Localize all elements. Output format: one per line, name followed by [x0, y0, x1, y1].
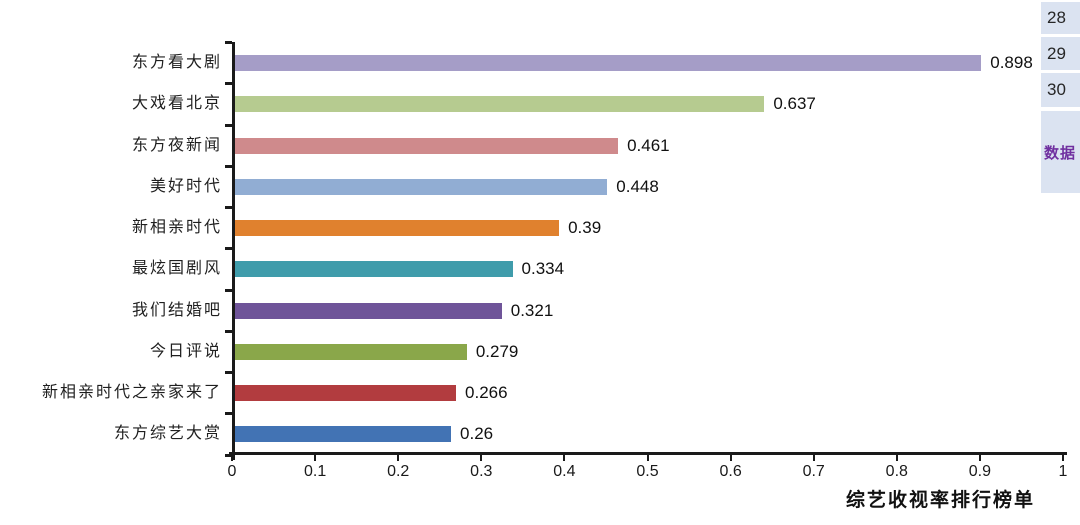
- value-label: 0.334: [521, 259, 565, 279]
- x-axis-tick: [563, 455, 566, 461]
- category-label: 美好时代: [149, 177, 222, 195]
- y-axis-tick: [225, 41, 232, 44]
- x-axis-tick: [480, 455, 483, 461]
- x-axis-tick: [1062, 455, 1064, 461]
- y-axis-tick: [225, 82, 232, 86]
- x-tick-label: 0.9: [968, 463, 992, 480]
- x-tick-label: 1: [1058, 463, 1068, 480]
- value-label: 0.26: [460, 424, 494, 444]
- spreadsheet-edge-panel: 28 29 30 数据: [1041, 0, 1080, 193]
- x-axis-tick: [978, 455, 981, 461]
- y-axis-tick: [225, 371, 232, 374]
- x-axis-tick: [231, 455, 233, 461]
- x-axis-tick: [314, 455, 317, 461]
- bar: [235, 55, 982, 72]
- x-axis-tick: [812, 455, 815, 461]
- bar: [235, 220, 560, 237]
- x-axis-title: 综艺收视率排行榜单: [845, 490, 1035, 511]
- x-tick-label: 0.7: [802, 463, 825, 480]
- x-axis-tick: [397, 455, 400, 461]
- category-label: 大戏看北京: [131, 95, 222, 113]
- spreadsheet-cell-row30[interactable]: 30: [1041, 73, 1080, 107]
- y-axis-tick: [225, 123, 232, 127]
- bar: [235, 302, 502, 319]
- y-axis-tick: [225, 412, 232, 416]
- category-label: 东方夜新闻: [131, 136, 222, 154]
- y-axis-tick: [225, 453, 232, 457]
- y-axis-tick: [225, 329, 232, 333]
- category-label: 新相亲时代之亲家来了: [41, 384, 222, 402]
- category-label: 东方看大剧: [131, 54, 222, 72]
- x-tick-label: 0.2: [387, 463, 410, 480]
- category-label: 我们结婚吧: [131, 301, 222, 319]
- value-label: 0.461: [627, 135, 670, 155]
- y-axis-tick: [225, 247, 232, 251]
- value-label: 0.898: [990, 53, 1033, 73]
- value-label: 0.637: [773, 94, 816, 114]
- bar: [235, 343, 467, 360]
- bar: [235, 96, 765, 113]
- bar: [235, 385, 457, 402]
- x-tick-label: 0.8: [885, 463, 908, 480]
- x-tick-label: 0.3: [470, 463, 493, 480]
- category-label: 新相亲时代: [131, 219, 222, 237]
- bar: [235, 426, 452, 443]
- x-tick-label: 0.5: [636, 463, 659, 480]
- category-label: 今日评说: [149, 342, 222, 360]
- y-axis-tick: [225, 164, 232, 168]
- value-label: 0.321: [510, 300, 554, 320]
- x-tick-label: 0.1: [303, 463, 327, 480]
- x-tick-label: 0.4: [553, 463, 576, 480]
- spreadsheet-cell-row28[interactable]: 28: [1041, 2, 1080, 34]
- value-label: 0.266: [465, 383, 508, 403]
- y-axis-tick: [225, 288, 232, 292]
- spreadsheet-cell-data-label[interactable]: 数据: [1041, 111, 1080, 193]
- x-axis-tick: [895, 455, 898, 461]
- x-axis-tick: [729, 455, 732, 461]
- x-tick-label: 0.6: [719, 463, 742, 480]
- value-label: 0.448: [616, 176, 659, 196]
- value-label: 0.279: [475, 341, 519, 361]
- category-label: 最炫国剧风: [131, 260, 222, 278]
- bar: [235, 261, 513, 278]
- value-label: 0.39: [568, 218, 602, 238]
- y-axis-tick: [225, 206, 232, 209]
- x-tick-label: 0: [227, 463, 237, 480]
- bar: [235, 178, 608, 195]
- bar: [235, 137, 619, 154]
- spreadsheet-cell-row29[interactable]: 29: [1041, 37, 1080, 70]
- y-axis-line: [232, 42, 235, 460]
- x-axis-line: [229, 452, 1067, 455]
- category-label: 东方综艺大赏: [113, 425, 222, 443]
- x-axis-tick: [646, 455, 649, 461]
